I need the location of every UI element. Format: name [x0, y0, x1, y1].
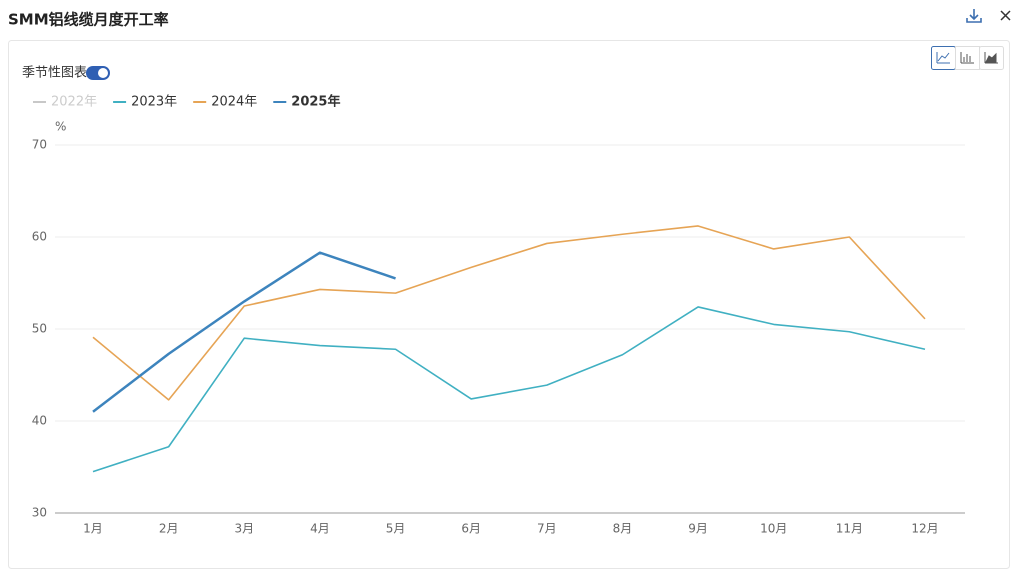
legend-label: 2025年	[291, 94, 340, 110]
y-tick-label: 30	[32, 506, 47, 520]
chart-title: SMM铝线缆月度开工率	[8, 11, 169, 29]
x-tick-label: 12月	[911, 522, 938, 536]
y-unit: %	[55, 120, 66, 134]
x-tick-label: 5月	[386, 522, 406, 536]
close-icon	[1000, 10, 1011, 21]
y-tick-label: 60	[32, 230, 47, 244]
chart-type-buttons	[931, 46, 1004, 70]
x-tick-label: 4月	[310, 522, 330, 536]
area-icon	[984, 52, 998, 64]
toggle-knob	[98, 68, 108, 78]
panel	[8, 40, 1010, 569]
legend-label: 2022年	[51, 95, 97, 110]
y-tick-label: 70	[32, 138, 47, 152]
download-button[interactable]	[966, 9, 982, 23]
legend-label: 2024年	[211, 95, 257, 110]
download-icon	[966, 9, 982, 23]
bar-icon	[960, 52, 974, 64]
y-tick-label: 40	[32, 414, 47, 428]
x-tick-label: 11月	[836, 522, 863, 536]
x-tick-label: 10月	[760, 522, 787, 536]
series-line	[92, 306, 926, 473]
x-tick-label: 3月	[234, 522, 254, 536]
line-icon	[936, 52, 950, 64]
x-tick-label: 8月	[613, 522, 633, 536]
x-tick-label: 6月	[461, 522, 481, 536]
y-tick-label: 50	[32, 322, 47, 336]
series-line	[92, 225, 926, 401]
line-type-button[interactable]	[931, 46, 956, 70]
area-type-button[interactable]	[979, 46, 1004, 70]
x-tick-label: 9月	[688, 522, 708, 536]
series-line	[92, 251, 396, 413]
close-button[interactable]	[1000, 10, 1011, 21]
x-tick-label: 1月	[83, 522, 103, 536]
x-tick-label: 7月	[537, 522, 557, 536]
x-tick-label: 2月	[159, 522, 179, 536]
toggle-label: 季节性图表	[22, 66, 87, 81]
season-toggle[interactable]	[86, 66, 110, 80]
legend-label: 2023年	[131, 95, 177, 110]
